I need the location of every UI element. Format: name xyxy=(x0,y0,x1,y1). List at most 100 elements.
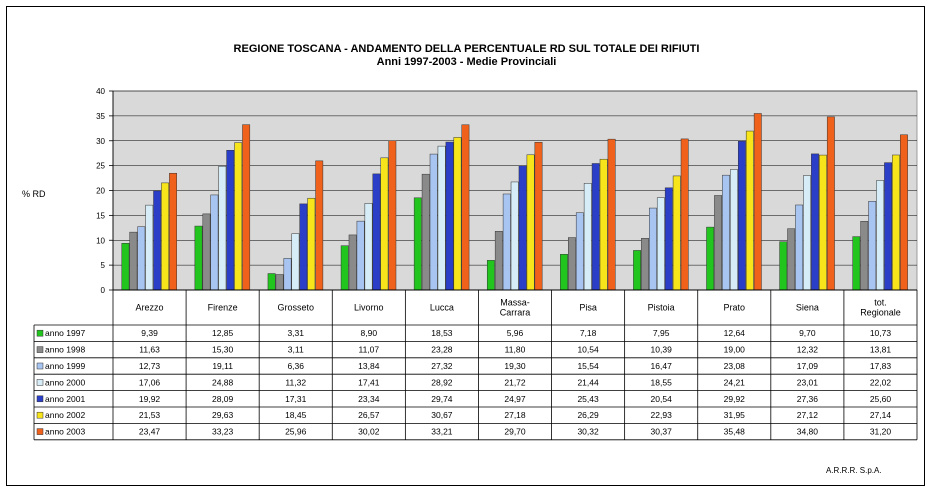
bar xyxy=(819,154,827,291)
data-value-label: 23,34 xyxy=(358,394,380,404)
y-tick-label: 20 xyxy=(96,187,105,196)
bar xyxy=(429,153,438,291)
bar xyxy=(803,175,811,291)
bar xyxy=(210,194,219,291)
bar xyxy=(307,197,316,291)
bar xyxy=(388,140,397,291)
data-value-label: 18,45 xyxy=(285,410,307,420)
legend-swatch xyxy=(36,379,44,386)
data-value-label: 29,63 xyxy=(212,410,234,420)
legend-swatch xyxy=(36,411,44,419)
y-tick-label: 40 xyxy=(96,87,105,96)
bar xyxy=(526,154,535,291)
legend-series-name: anno 2002 xyxy=(45,410,85,420)
data-value-label: 33,21 xyxy=(431,427,453,437)
data-value-label: 23,28 xyxy=(431,345,453,355)
data-value-label: 19,30 xyxy=(504,361,526,371)
bar xyxy=(852,236,861,291)
data-value-label: 27,36 xyxy=(797,394,819,404)
chart-title: REGIONE TOSCANA - ANDAMENTO DELLA PERCEN… xyxy=(233,43,700,55)
data-value-label: 17,83 xyxy=(870,361,892,371)
x-category-label: Prato xyxy=(724,303,746,313)
bar xyxy=(437,145,446,291)
x-category-label: Livorno xyxy=(354,303,384,313)
data-value-label: 13,81 xyxy=(870,345,892,355)
data-value-label: 30,37 xyxy=(651,427,673,437)
bar xyxy=(753,113,762,291)
credit-text: A.R.R.R. S.p.A. xyxy=(826,466,882,475)
y-tick-label: 10 xyxy=(96,236,105,245)
bar xyxy=(226,150,235,291)
bar xyxy=(560,254,568,291)
data-value-label: 13,84 xyxy=(358,361,380,371)
bar xyxy=(892,154,900,291)
data-value-label: 27,12 xyxy=(797,410,819,420)
bar xyxy=(583,183,592,291)
data-value-label: 18,55 xyxy=(651,377,673,387)
data-value-label: 12,85 xyxy=(212,328,234,338)
legend-series-name: anno 1998 xyxy=(45,345,85,355)
x-category-label: Grosseto xyxy=(277,303,314,313)
y-tick-label: 15 xyxy=(96,211,105,220)
data-value-label: 8,90 xyxy=(361,328,378,338)
data-value-label: 21,72 xyxy=(504,377,526,387)
data-value-label: 11,32 xyxy=(285,377,306,387)
bar xyxy=(340,245,349,291)
bar xyxy=(607,138,616,291)
data-value-label: 29,74 xyxy=(431,394,453,404)
data-value-label: 10,39 xyxy=(651,345,673,355)
bar xyxy=(787,228,796,291)
bar xyxy=(202,213,211,291)
bar xyxy=(599,158,608,291)
legend-series-name: anno 2001 xyxy=(45,394,85,404)
bar xyxy=(153,190,162,291)
data-value-label: 7,95 xyxy=(653,328,670,338)
data-value-label: 28,92 xyxy=(431,377,453,387)
data-value-label: 24,97 xyxy=(504,394,526,404)
data-value-label: 3,31 xyxy=(287,328,304,338)
data-value-label: 11,80 xyxy=(505,345,526,355)
legend-swatch xyxy=(36,395,44,403)
bar xyxy=(315,160,324,291)
legend-swatch xyxy=(36,346,44,353)
data-value-label: 23,08 xyxy=(724,361,746,371)
data-value-label: 3,11 xyxy=(288,345,304,355)
x-category-label: Lucca xyxy=(430,303,454,313)
bar xyxy=(275,274,284,291)
bar xyxy=(714,195,723,291)
bar xyxy=(453,137,462,291)
bar xyxy=(737,140,746,291)
x-category-label: Siena xyxy=(796,303,819,313)
data-value-label: 29,92 xyxy=(724,394,746,404)
bar xyxy=(534,141,543,291)
bar xyxy=(486,260,495,291)
legend-swatch xyxy=(36,329,44,337)
data-value-label: 25,60 xyxy=(870,394,892,404)
bar xyxy=(591,163,600,291)
y-tick-label: 0 xyxy=(101,286,106,295)
x-category-label: Pistoia xyxy=(648,303,675,313)
data-value-label: 6,36 xyxy=(287,361,304,371)
data-value-label: 15,54 xyxy=(577,361,599,371)
bar xyxy=(900,134,908,291)
legend-series-name: anno 1997 xyxy=(45,328,85,338)
data-value-label: 23,01 xyxy=(797,377,819,387)
bar xyxy=(706,226,715,291)
data-value-label: 27,32 xyxy=(431,361,453,371)
x-category-label: Arezzo xyxy=(136,303,164,313)
bar xyxy=(641,238,649,291)
bar xyxy=(421,173,430,291)
x-category-label: tot. Regionale xyxy=(860,298,901,318)
data-value-label: 17,41 xyxy=(358,377,380,387)
data-value-label: 19,92 xyxy=(139,394,161,404)
bar xyxy=(380,157,389,291)
x-category-label: Pisa xyxy=(579,303,597,313)
data-value-label: 27,14 xyxy=(870,410,892,420)
bar xyxy=(568,237,576,291)
data-value-label: 20,54 xyxy=(651,394,673,404)
x-category-label: Massa-Carrara xyxy=(500,298,531,318)
bar xyxy=(884,162,893,291)
data-value-label: 21,44 xyxy=(577,377,599,387)
data-value-label: 24,88 xyxy=(212,377,234,387)
legend-series-name: anno 1999 xyxy=(45,361,85,371)
